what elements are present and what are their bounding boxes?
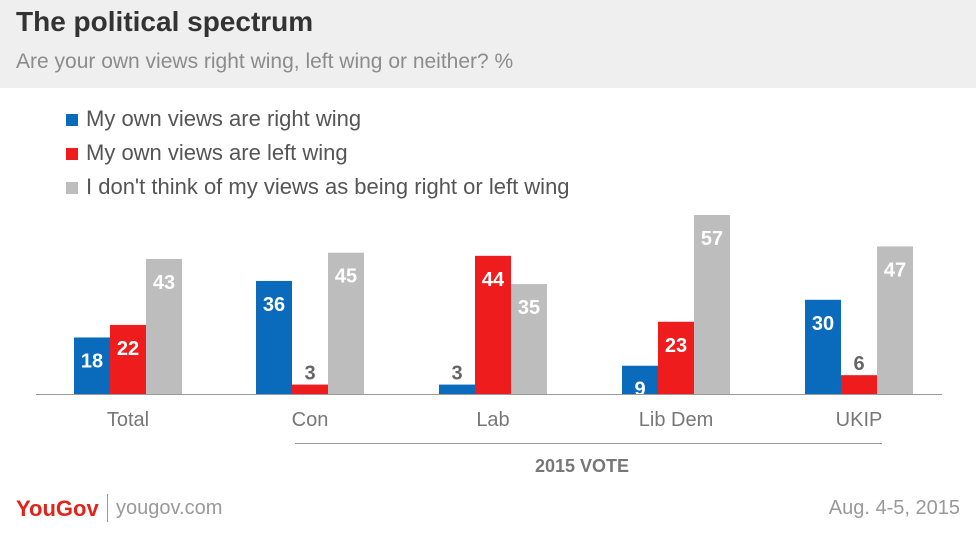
data-label: 44 <box>482 269 505 291</box>
data-label: 30 <box>812 313 834 335</box>
category-label: Lib Dem <box>639 409 713 431</box>
bar <box>805 299 841 394</box>
category-label: UKIP <box>836 409 883 431</box>
data-label: 18 <box>81 350 103 372</box>
chart-subtitle: Are your own views right wing, left wing… <box>16 50 514 73</box>
footer-date: Aug. 4-5, 2015 <box>828 497 960 519</box>
yougov-logo: YouGov <box>16 496 99 521</box>
category-label: Lab <box>476 409 509 431</box>
category-label: Con <box>292 409 329 431</box>
data-label: 3 <box>304 363 315 385</box>
legend-label-right-wing: My own views are right wing <box>86 106 362 131</box>
bar <box>841 375 877 394</box>
chart-title: The political spectrum <box>16 6 314 37</box>
data-label: 3 <box>451 363 462 385</box>
data-label: 9 <box>634 379 645 401</box>
bar <box>622 365 658 394</box>
bar <box>877 246 913 394</box>
bar <box>328 252 364 394</box>
legend-label-left-wing: My own views are left wing <box>86 140 348 165</box>
bar <box>439 384 475 394</box>
legend-swatch-left-wing <box>66 148 78 160</box>
data-label: 35 <box>518 297 540 319</box>
bar <box>292 384 328 394</box>
group-label: 2015 VOTE <box>535 456 629 476</box>
bar <box>74 337 110 394</box>
data-label: 22 <box>117 338 139 360</box>
data-label: 23 <box>665 335 687 357</box>
bar <box>110 324 146 394</box>
bar <box>658 321 694 394</box>
bar <box>511 284 547 394</box>
category-label: Total <box>107 409 149 431</box>
data-label: 45 <box>335 266 357 288</box>
bar <box>256 280 292 394</box>
legend-swatch-neither <box>66 182 78 194</box>
footer-divider <box>107 494 108 522</box>
header-band: The political spectrum Are your own view… <box>0 0 976 88</box>
bar <box>146 258 182 394</box>
bar <box>694 215 730 394</box>
data-label: 36 <box>263 294 285 316</box>
legend-swatch-right-wing <box>66 114 78 126</box>
data-label: 47 <box>884 259 906 281</box>
bar <box>475 255 511 394</box>
legend-label-neither: I don't think of my views as being right… <box>86 174 570 199</box>
footer-site-link[interactable]: yougov.com <box>116 497 223 519</box>
data-label: 57 <box>701 228 723 250</box>
data-label: 43 <box>153 272 175 294</box>
data-label: 6 <box>853 353 864 375</box>
